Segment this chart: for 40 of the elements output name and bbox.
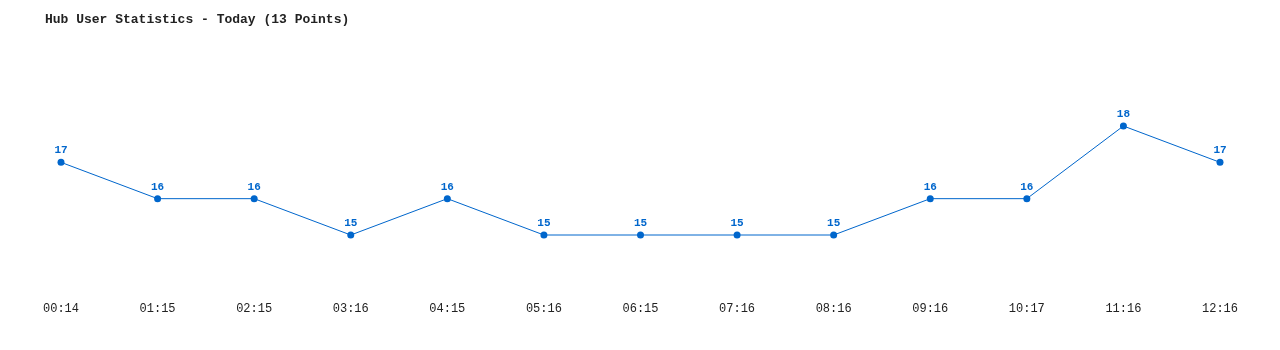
point — [57, 158, 65, 166]
x-tick-label: 09:16 — [912, 302, 949, 316]
data-label: 15 — [827, 217, 841, 229]
x-tick-label: 06:15 — [622, 302, 659, 316]
data-label: 15 — [730, 217, 745, 229]
x-tick-label: 11:16 — [1105, 302, 1142, 316]
data-label: 16 — [923, 180, 937, 193]
x-tick-label: 05:16 — [525, 302, 562, 316]
point — [733, 231, 741, 239]
x-tick-label: 04:15 — [429, 302, 466, 316]
data-label: 15 — [633, 217, 648, 229]
data-label: 16 — [1020, 180, 1034, 193]
x-tick-label: 10:17 — [1008, 302, 1045, 316]
chart-title: Hub User Statistics - Today (13 Points) — [45, 12, 350, 27]
point — [1216, 158, 1224, 166]
x-tick-label: 01:15 — [139, 302, 176, 316]
point — [443, 195, 451, 203]
data-label: 16 — [150, 180, 165, 193]
point — [540, 231, 548, 239]
point — [154, 195, 162, 203]
point — [250, 195, 258, 203]
point — [1023, 195, 1031, 203]
data-label: 16 — [247, 180, 261, 193]
x-tick-label: 08:16 — [815, 302, 852, 316]
data-label: 17 — [1213, 144, 1227, 157]
data-label: 15 — [344, 217, 358, 229]
point — [1119, 122, 1127, 130]
x-tick-label: 00:14 — [42, 302, 80, 316]
data-label: 18 — [1116, 108, 1131, 120]
x-tick-label: 03:16 — [332, 302, 369, 316]
data-label: 16 — [440, 180, 454, 193]
point — [830, 231, 838, 239]
x-tick-label: 02:15 — [236, 302, 273, 316]
x-tick-label: 07:16 — [719, 302, 756, 316]
point — [637, 231, 644, 239]
data-label: 15 — [537, 217, 551, 229]
x-tick-label: 12:16 — [1201, 302, 1239, 316]
point — [926, 195, 934, 203]
point — [347, 231, 355, 239]
data-label: 17 — [54, 144, 68, 157]
